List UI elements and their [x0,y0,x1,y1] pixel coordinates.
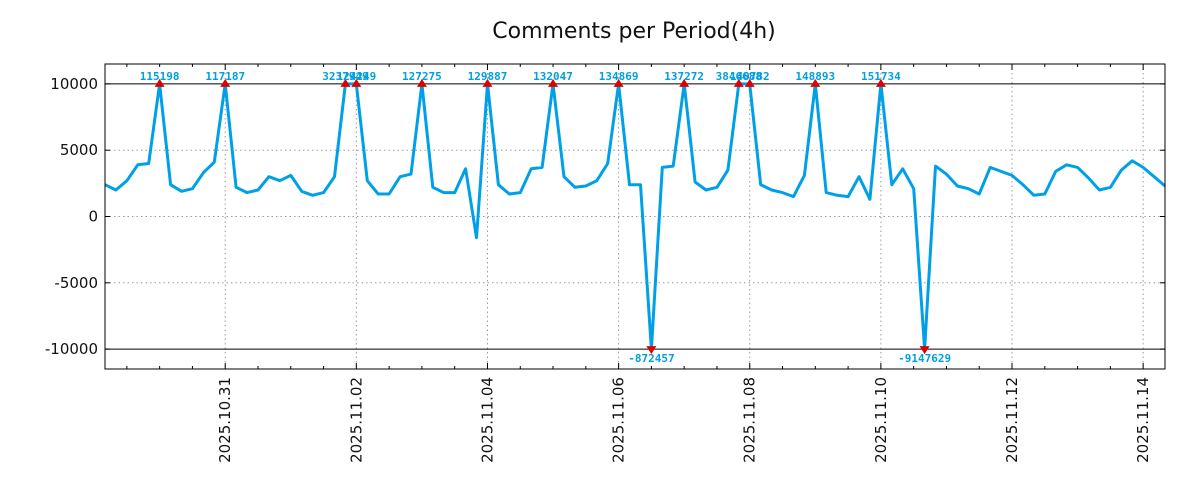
peak-marker [351,78,362,87]
data-label: -872457 [628,352,674,365]
peak-marker [810,78,821,87]
data-label: 148893 [795,70,835,83]
data-label: 117187 [205,70,245,83]
chart-title: Comments per Period(4h) [492,19,776,44]
peak-marker [482,78,493,87]
peak-marker [919,346,930,355]
data-label: 140782 [730,70,770,83]
x-tick-label: 2025.11.04 [478,377,496,463]
peak-markers [154,78,930,355]
data-label: -9147629 [898,352,951,365]
series-line-comments [104,82,1166,351]
peak-marker [220,78,231,87]
peak-marker [646,346,657,355]
data-label: 127275 [402,70,442,83]
y-tick-label: 10000 [50,75,98,93]
x-tick-label: 2025.10.31 [216,377,234,463]
peak-marker [154,78,165,87]
peak-marker [744,78,755,87]
peak-marker [733,78,744,87]
y-tick-label: -10000 [45,340,98,358]
data-label: 115198 [140,70,180,83]
grid-lines [105,64,1165,369]
y-tick-label: 0 [88,208,98,226]
data-label: 137272 [664,70,704,83]
data-label: 132047 [533,70,573,83]
peak-marker [548,78,559,87]
data-label: 129887 [468,70,508,83]
y-tick-label: -5000 [54,274,98,292]
x-tick-label: 2025.11.02 [347,377,365,463]
peak-marker [875,78,886,87]
axis-ticks [105,64,1165,369]
data-label: 151734 [861,70,901,83]
x-tick-labels: 2025.10.31 2025.11.02 2025.11.04 2025.11.06… [216,377,1152,463]
y-tick-label: 5000 [60,141,98,159]
peak-marker [613,78,624,87]
series-layer [104,82,1166,351]
data-label: 3237949 [322,70,368,83]
clip-limit-lines [105,83,1165,350]
x-tick-label: 2025.11.10 [872,377,890,463]
x-tick-label: 2025.11.08 [741,377,759,463]
x-tick-label: 2025.11.14 [1134,377,1152,463]
data-label: 134869 [599,70,639,83]
x-tick-label: 2025.11.06 [610,377,628,463]
peak-marker [340,78,351,87]
y-tick-labels: -10000 -5000 0 5000 10000 [45,75,98,358]
peak-marker [679,78,690,87]
data-label: 3846688 [716,70,762,83]
x-tick-label: 2025.11.12 [1003,377,1021,463]
peak-marker [416,78,427,87]
data-label: 124249 [336,70,376,83]
